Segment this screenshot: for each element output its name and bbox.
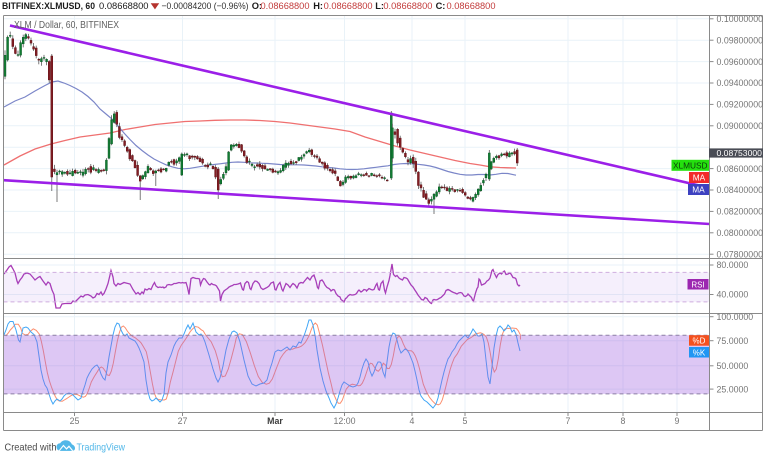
svg-text:9: 9 — [675, 416, 680, 426]
svg-text:H:: H: — [313, 1, 323, 11]
svg-text:5: 5 — [463, 416, 468, 426]
svg-text:27: 27 — [178, 416, 188, 426]
svg-text:L:: L: — [375, 1, 384, 11]
svg-text:TradingView: TradingView — [77, 442, 126, 454]
svg-text:0.09800000: 0.09800000 — [717, 35, 764, 45]
svg-text:C:: C: — [436, 1, 446, 11]
svg-text:40.0000: 40.0000 — [717, 290, 749, 300]
svg-text:−0.00084200 (−0.96%): −0.00084200 (−0.96%) — [162, 1, 249, 11]
svg-text:0.08200000: 0.08200000 — [717, 207, 764, 217]
svg-text:0.08668800: 0.08668800 — [383, 1, 432, 11]
svg-text:MA: MA — [692, 185, 705, 195]
svg-text:0.09600000: 0.09600000 — [717, 57, 764, 67]
svg-text:XLM / Dollar, 60, BITFINEX: XLM / Dollar, 60, BITFINEX — [14, 20, 119, 31]
svg-text:0.09400000: 0.09400000 — [717, 78, 764, 88]
svg-text:0.08668800: 0.08668800 — [261, 1, 310, 11]
svg-text:0.08600000: 0.08600000 — [717, 164, 764, 174]
svg-text:0.07800000: 0.07800000 — [717, 249, 764, 259]
svg-text:100.0000: 100.0000 — [717, 312, 754, 322]
svg-text:0.09200000: 0.09200000 — [717, 100, 764, 110]
svg-text:XLMUSD: XLMUSD — [673, 160, 708, 170]
svg-text:0.08753000: 0.08753000 — [717, 148, 763, 158]
svg-text:7: 7 — [566, 416, 571, 426]
svg-text:%K: %K — [693, 348, 706, 357]
svg-text:0.09000000: 0.09000000 — [717, 121, 764, 131]
svg-text:8: 8 — [621, 416, 626, 426]
svg-text:12:00: 12:00 — [333, 416, 355, 426]
svg-text:0.10000000: 0.10000000 — [717, 14, 764, 24]
svg-text:MA: MA — [693, 173, 706, 183]
svg-text:%D: %D — [693, 336, 706, 345]
svg-text:Mar: Mar — [267, 416, 283, 426]
svg-text:0.08668800: 0.08668800 — [99, 1, 149, 11]
svg-text:80.0000: 80.0000 — [717, 260, 749, 270]
svg-text:BITFINEX:XLMUSD, 60: BITFINEX:XLMUSD, 60 — [2, 1, 95, 11]
svg-text:50.0000: 50.0000 — [717, 361, 749, 371]
svg-text:25: 25 — [70, 416, 80, 426]
svg-text:0.08000000: 0.08000000 — [717, 228, 764, 238]
svg-text:O:: O: — [252, 1, 262, 11]
svg-text:RSI: RSI — [691, 280, 704, 289]
svg-text:75.0000: 75.0000 — [717, 336, 749, 346]
svg-text:25.0000: 25.0000 — [717, 384, 749, 394]
svg-text:0.08668800: 0.08668800 — [447, 1, 496, 11]
svg-text:0.08400000: 0.08400000 — [717, 185, 764, 195]
svg-text:Created with: Created with — [5, 442, 57, 454]
svg-text:4: 4 — [410, 416, 415, 426]
svg-text:0.08668800: 0.08668800 — [324, 1, 373, 11]
